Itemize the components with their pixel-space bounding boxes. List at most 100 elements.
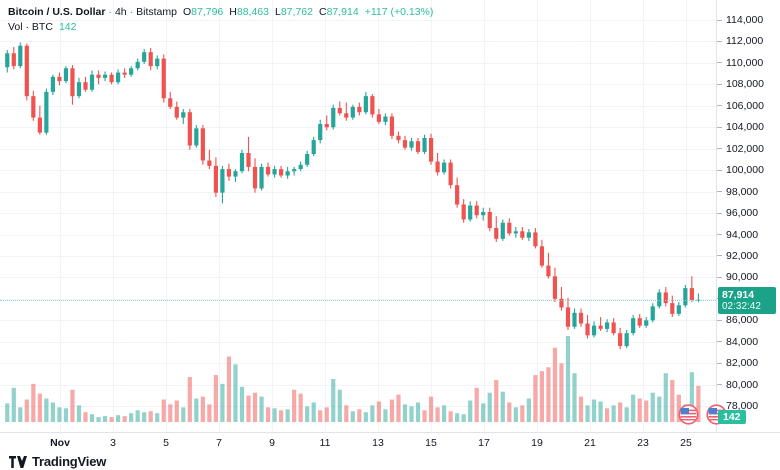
- candle: [194, 125, 199, 148]
- price-tick-label: 104,000: [726, 121, 764, 134]
- candle: [70, 65, 75, 105]
- volume-bar: [96, 417, 101, 422]
- price-tick: [717, 148, 780, 150]
- candle: [683, 284, 688, 308]
- time-tick-label: 25: [680, 437, 692, 449]
- volume-bar: [305, 406, 310, 422]
- volume-bar: [696, 385, 701, 422]
- candle-body: [265, 166, 271, 175]
- volume-bar: [533, 375, 538, 422]
- candle-body: [279, 169, 284, 176]
- volume-bar: [331, 379, 336, 422]
- candle-body: [663, 292, 668, 304]
- candle: [181, 109, 186, 125]
- volume-bar: [246, 395, 251, 422]
- tradingview-logo[interactable]: TradingView: [9, 454, 106, 469]
- price-tick-label: 102,000: [726, 142, 764, 155]
- volume-bar: [539, 371, 544, 422]
- price-axis[interactable]: 114,000 112,000 110,000 108,000 106,000 104,0…: [716, 0, 780, 432]
- candle-body: [31, 96, 36, 118]
- volume-bar: [605, 408, 610, 422]
- legend-symbol-row[interactable]: Bitcoin / U.S. Dollar · 4h · Bitstamp O8…: [8, 6, 433, 19]
- volume-bar: [50, 402, 55, 422]
- candle: [272, 165, 277, 178]
- candle-body: [318, 124, 323, 141]
- volume-bar: [324, 407, 329, 422]
- volume-bar: [546, 367, 551, 422]
- volume-bar: [448, 411, 453, 422]
- legend-volume-row[interactable]: Vol · BTC 142: [8, 21, 433, 34]
- volume-bar: [89, 414, 95, 422]
- tradingview-wordmark: TradingView: [32, 454, 107, 469]
- symbol-name[interactable]: Bitcoin / U.S. Dollar: [8, 6, 106, 18]
- candle: [76, 77, 82, 99]
- candle-body: [487, 211, 492, 229]
- ohlc-open-key: O: [182, 6, 192, 18]
- candle: [187, 109, 192, 150]
- candle: [135, 58, 140, 71]
- candle-body: [676, 305, 681, 314]
- volume-bar: [272, 408, 277, 422]
- volume-bar: [207, 404, 212, 422]
- price-tick-label: 92,000: [726, 249, 759, 262]
- volume-bar: [578, 396, 584, 422]
- candle: [24, 43, 29, 101]
- candle: [213, 157, 218, 197]
- candle: [50, 74, 55, 96]
- ohlc-low-key: L: [275, 6, 281, 18]
- grid-line: [0, 341, 716, 343]
- volume-bar: [226, 356, 232, 422]
- ohlc-close-value: 87,914: [326, 6, 359, 18]
- price-tick-label: 98,000: [726, 185, 759, 198]
- candle: [481, 207, 486, 221]
- candle: [494, 216, 499, 243]
- candle-body: [650, 306, 655, 321]
- candle: [122, 68, 127, 78]
- grid-vline: [166, 0, 167, 432]
- volume-bar: [350, 411, 355, 422]
- candle: [474, 201, 479, 219]
- candle-body: [474, 205, 479, 216]
- candle-body: [305, 154, 310, 165]
- candle: [657, 289, 662, 309]
- candle-body: [109, 74, 114, 83]
- candle-body: [376, 114, 381, 122]
- current-price-value: 87,914: [722, 288, 755, 301]
- time-tick-label: 19: [531, 437, 543, 449]
- volume-bar: [383, 409, 388, 422]
- candle-body: [461, 204, 466, 220]
- volume-bar: [5, 403, 10, 422]
- candle-body: [455, 185, 460, 205]
- volume-bar: [344, 405, 349, 422]
- grid-vline: [590, 0, 591, 432]
- time-axis[interactable]: Nov 3 5 7 9 11 13 15 17 19 21 23 25: [0, 432, 780, 453]
- volume-indicator-label[interactable]: Vol · BTC: [8, 21, 53, 33]
- time-tick-label: 23: [637, 437, 649, 449]
- current-price-badge[interactable]: 87,914 02:32:42: [718, 286, 776, 314]
- volume-bar: [585, 405, 590, 422]
- price-tick: [717, 362, 780, 364]
- exchange-label[interactable]: Bitstamp: [136, 6, 177, 18]
- volume-value-badge[interactable]: 142: [718, 410, 746, 424]
- candle-body: [148, 52, 153, 67]
- legend-separator-2: ·: [129, 6, 134, 18]
- candle: [285, 166, 290, 179]
- economic-event-flag-1[interactable]: [678, 404, 699, 430]
- candle-body: [161, 58, 166, 99]
- candle-body: [76, 82, 82, 97]
- price-tick: [717, 276, 780, 278]
- candlestick-series[interactable]: [0, 0, 716, 432]
- candle-body: [246, 152, 251, 167]
- volume-bar: [233, 364, 238, 422]
- interval-label[interactable]: 4h: [114, 6, 127, 18]
- chart-pane[interactable]: [0, 0, 727, 432]
- volume-bar: [57, 407, 62, 422]
- candle-body: [187, 112, 192, 146]
- candle-body: [102, 74, 108, 78]
- volume-bar: [624, 407, 629, 422]
- candle-body: [402, 140, 408, 148]
- price-tick: [717, 105, 780, 107]
- price-tick: [717, 255, 780, 257]
- candle-body: [409, 141, 414, 148]
